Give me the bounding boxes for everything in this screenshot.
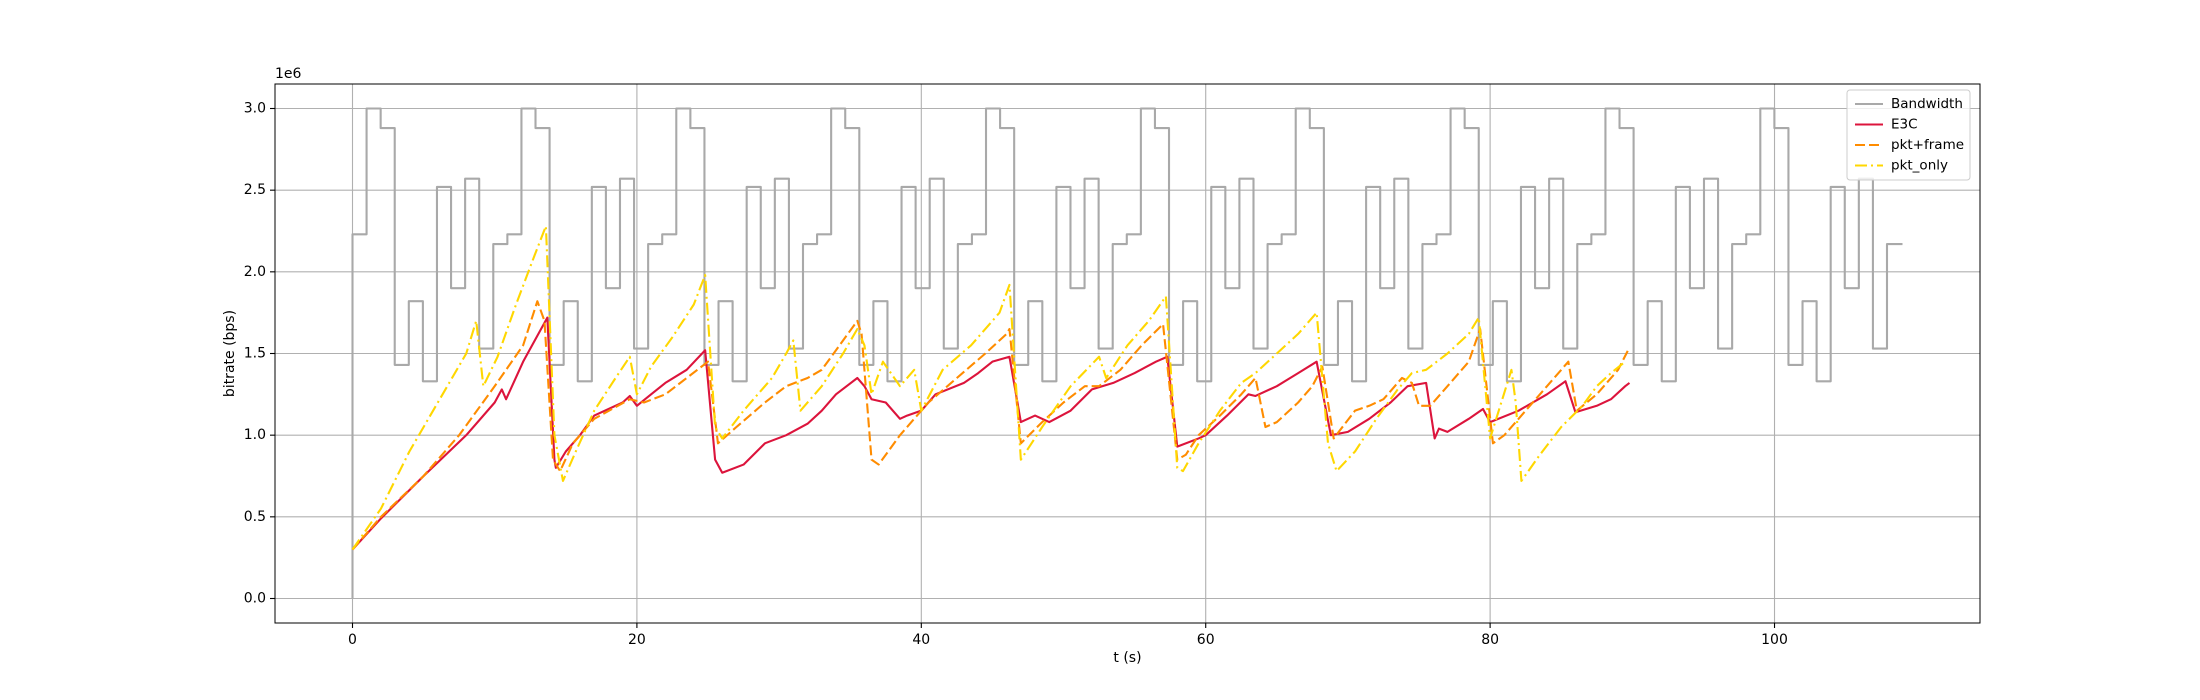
axes: t (s) bitrate (bps) 1e6 0 20 40 60 80 100 0.0 0… [222, 66, 1788, 666]
y-offset-label: 1e6 [275, 66, 302, 82]
y-tick-label: 2.5 [244, 182, 266, 198]
y-axis-label: bitrate (bps) [222, 310, 238, 397]
y-tick-label: 1.0 [244, 427, 266, 443]
legend-box [1846, 89, 1971, 181]
x-tick-label: 40 [912, 632, 930, 648]
legend-label: pkt_only [1891, 158, 1948, 174]
y-tick-label: 2.0 [244, 264, 266, 280]
y-tick-label: 0.0 [244, 591, 266, 607]
legend-label: pkt+frame [1891, 137, 1964, 153]
x-tick-label: 20 [628, 632, 646, 648]
plot-lines [351, 107, 1903, 599]
x-tick-label: 0 [348, 632, 357, 648]
x-tick-label: 80 [1481, 632, 1499, 648]
legend-label: Bandwidth [1891, 96, 1963, 112]
y-tick-label: 3.0 [244, 101, 266, 117]
series-line [351, 316, 1631, 551]
series-line [351, 300, 1629, 551]
x-axis-label: t (s) [1113, 650, 1141, 666]
x-tick-label: 100 [1761, 632, 1788, 648]
x-tick-label: 60 [1197, 632, 1215, 648]
series-line [351, 225, 1626, 551]
series-line [351, 107, 1903, 599]
y-tick-label: 0.5 [244, 509, 266, 525]
legend: Bandwidth E3C pkt+frame pkt_only [1846, 89, 1971, 181]
legend-label: E3C [1891, 117, 1918, 133]
grid [275, 84, 1980, 623]
y-tick-label: 1.5 [244, 346, 266, 362]
